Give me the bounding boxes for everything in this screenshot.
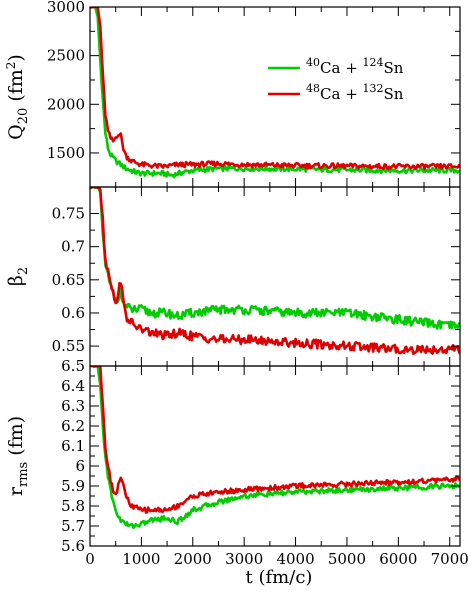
- panel-1-frame: [89, 6, 461, 188]
- panel-3: 5.6 5.7 5.8 5.9 6 6.1 6.2 6.3 6.4 6.5 rrms (fm): [5, 357, 461, 555]
- panel-3-curves: [90, 366, 460, 530]
- panel-2-ytick-label: 0.6: [61, 304, 85, 322]
- panel-1-series-1-line: [90, 7, 460, 179]
- panel-3-ytick-label: 6: [75, 457, 85, 475]
- x-tick-label: 4000: [276, 550, 314, 568]
- panel-3-series-2-line: [90, 366, 460, 514]
- panel-2-ytick-label: 0.65: [52, 271, 85, 289]
- panel-2: 0.55 0.6 0.65 0.7 0.75 β2: [5, 186, 461, 367]
- panel-3-ytick-label: 6.1: [61, 437, 85, 455]
- x-tick-label: 6000: [379, 550, 417, 568]
- panel-1-ytick-label: 3000: [47, 0, 85, 16]
- panel-2-ytick-label: 0.75: [52, 205, 85, 223]
- panel-1-curves: [90, 7, 460, 179]
- panel-3-ytick-label: 6.5: [61, 357, 85, 375]
- x-tick-label: 2000: [174, 550, 212, 568]
- panel-2-ytick-label: 0.7: [61, 238, 85, 256]
- panel-1-y-axis-label: Q20 (fm2): [4, 54, 31, 140]
- panel-2-ytick-label: 0.55: [52, 337, 85, 355]
- x-tick-label: 5000: [328, 550, 366, 568]
- legend-label-2: 48Ca + 132Sn: [306, 82, 404, 103]
- panel-3-frame: [89, 365, 461, 547]
- panel-2-series-1-line: [90, 187, 460, 330]
- panel-3-ytick-label: 6.2: [61, 417, 85, 435]
- legend-label-1: 40Ca + 124Sn: [306, 56, 404, 77]
- panel-3-y-axis-label: rrms (fm): [5, 416, 31, 496]
- panel-2-curves: [90, 187, 460, 355]
- panel-3-series-1-line: [90, 366, 460, 530]
- panel-1-ytick-label: 1500: [47, 144, 85, 162]
- legend: 40Ca + 124Sn 48Ca + 132Sn: [268, 56, 404, 103]
- panel-3-ytick-label: 5.8: [61, 497, 85, 515]
- panel-3-ytick-label: 5.9: [61, 477, 85, 495]
- panel-3-ytick-label: 6.3: [61, 397, 85, 415]
- x-tick-label: 1000: [122, 550, 160, 568]
- panel-1-series-2-line: [90, 7, 460, 171]
- panel-1: 1500 2000 2500 3000 Q20 (fm2): [4, 0, 461, 188]
- panel-2-y-axis-label: β2: [5, 267, 31, 286]
- panel-3-ytick-label: 5.6: [61, 537, 85, 555]
- x-tick-label: 0: [85, 550, 95, 568]
- panel-2-frame: [89, 186, 461, 367]
- panel-2-series-2-line: [90, 187, 460, 355]
- panel-3-ytick-label: 6.4: [61, 377, 85, 395]
- x-axis-label: t (fm/c): [246, 567, 313, 587]
- x-tick-label: 3000: [225, 550, 263, 568]
- panel-1-ytick-label: 2000: [47, 95, 85, 113]
- panel-1-ytick-label: 2500: [47, 47, 85, 65]
- x-tick-label: 7000: [431, 550, 468, 568]
- panel-3-ytick-label: 5.7: [61, 517, 85, 535]
